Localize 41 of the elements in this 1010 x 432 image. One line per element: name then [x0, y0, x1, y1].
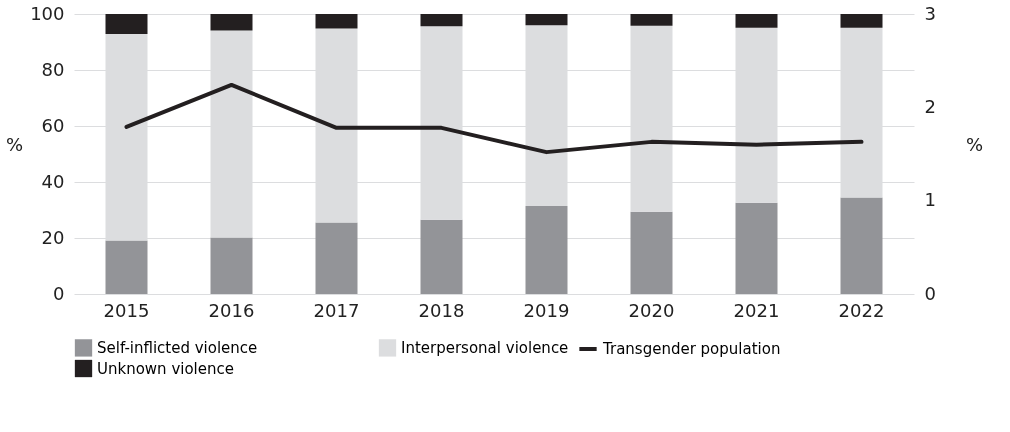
- bar: [420, 219, 463, 294]
- legend-label: Interpersonal violence: [401, 338, 569, 357]
- y2-tick-label: 3: [924, 2, 936, 24]
- y-axis-title: %: [5, 133, 24, 155]
- legend-label: Self-inflicted violence: [97, 338, 258, 357]
- x-tick-label: 2018: [418, 299, 465, 321]
- bar: [735, 202, 778, 294]
- legend-label: Transgender population: [602, 340, 781, 358]
- bar: [630, 14, 673, 26]
- y-tick-label: 60: [41, 114, 65, 136]
- x-tick-label: 2016: [208, 299, 255, 321]
- y-tick-label: 100: [30, 2, 65, 24]
- bar: [630, 211, 673, 294]
- legend-label: Unknown violence: [97, 359, 234, 378]
- bar: [525, 206, 568, 294]
- x-tick-label: 2020: [628, 299, 675, 321]
- bar: [315, 222, 358, 294]
- y-tick-label: 20: [41, 226, 65, 248]
- bar: [210, 14, 253, 31]
- y-tick-label: 80: [41, 58, 65, 80]
- bar: [420, 14, 463, 27]
- x-tick-label: 2015: [103, 299, 150, 321]
- bar: [840, 14, 883, 28]
- y2-tick-label: 0: [924, 282, 936, 304]
- y-tick-label: 0: [53, 282, 65, 304]
- bar: [210, 237, 253, 294]
- line-series: [124, 82, 864, 155]
- y2-tick-label: 2: [924, 95, 936, 117]
- bar: [105, 240, 148, 294]
- y-tick-label: 40: [41, 170, 65, 192]
- bar: [315, 14, 358, 29]
- bar: [105, 14, 148, 34]
- x-tick-label: 2019: [523, 299, 570, 321]
- x-tick-label: 2021: [733, 299, 780, 321]
- y2-axis-title: %: [965, 133, 984, 155]
- bar: [525, 14, 568, 26]
- y2-tick-label: 1: [924, 189, 936, 211]
- x-tick-label: 2022: [838, 299, 885, 321]
- x-tick-label: 2017: [313, 299, 360, 321]
- bar: [735, 14, 778, 28]
- bar: [840, 197, 883, 294]
